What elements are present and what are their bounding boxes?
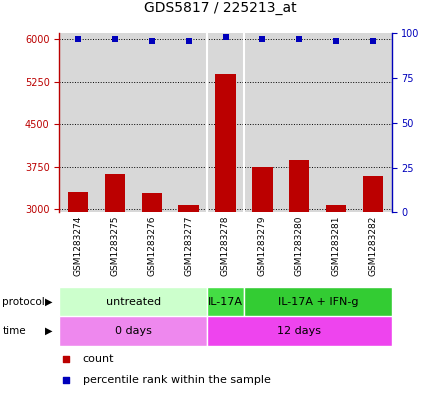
Text: protocol: protocol (2, 297, 45, 307)
Bar (252, 167, 272, 380)
Text: GSM1283277: GSM1283277 (184, 216, 193, 276)
Text: GSM1283278: GSM1283278 (221, 216, 230, 276)
Point (282, 246, 290, 253)
Text: GDS5817 / 225213_at: GDS5817 / 225213_at (144, 0, 296, 15)
Text: GSM1283275: GSM1283275 (110, 216, 119, 276)
Bar (179, 205, 199, 380)
Bar (142, 193, 162, 380)
Text: percentile rank within the sample: percentile rank within the sample (83, 375, 271, 385)
Bar (289, 160, 309, 380)
Point (111, 36, 118, 42)
Text: 0 days: 0 days (115, 326, 152, 336)
Text: count: count (83, 354, 114, 364)
Bar (215, 74, 236, 380)
Point (222, 34, 229, 40)
Bar (59, 316, 207, 346)
Point (259, 36, 266, 42)
Text: untreated: untreated (106, 297, 161, 307)
Bar (59, 287, 207, 316)
Point (148, 37, 155, 44)
Text: GSM1283279: GSM1283279 (258, 216, 267, 276)
Bar (207, 316, 392, 346)
Text: GSM1283280: GSM1283280 (295, 216, 304, 276)
Point (333, 37, 340, 44)
Point (185, 37, 192, 44)
Bar (105, 174, 125, 380)
Point (282, 58, 290, 64)
Text: ▶: ▶ (44, 297, 52, 307)
Text: 12 days: 12 days (277, 326, 321, 336)
Text: ▶: ▶ (44, 326, 52, 336)
Bar (207, 287, 244, 316)
Point (370, 37, 377, 44)
Text: IL-17A: IL-17A (208, 297, 243, 307)
Text: GSM1283282: GSM1283282 (369, 216, 378, 276)
Bar (68, 192, 88, 380)
Point (296, 36, 303, 42)
Bar (326, 205, 346, 380)
Text: GSM1283276: GSM1283276 (147, 216, 156, 276)
Bar (363, 176, 383, 380)
Point (74, 36, 81, 42)
Text: IL-17A + IFN-g: IL-17A + IFN-g (278, 297, 358, 307)
Text: GSM1283281: GSM1283281 (332, 216, 341, 276)
Bar (244, 287, 392, 316)
Text: time: time (2, 326, 26, 336)
Text: GSM1283274: GSM1283274 (73, 216, 82, 276)
